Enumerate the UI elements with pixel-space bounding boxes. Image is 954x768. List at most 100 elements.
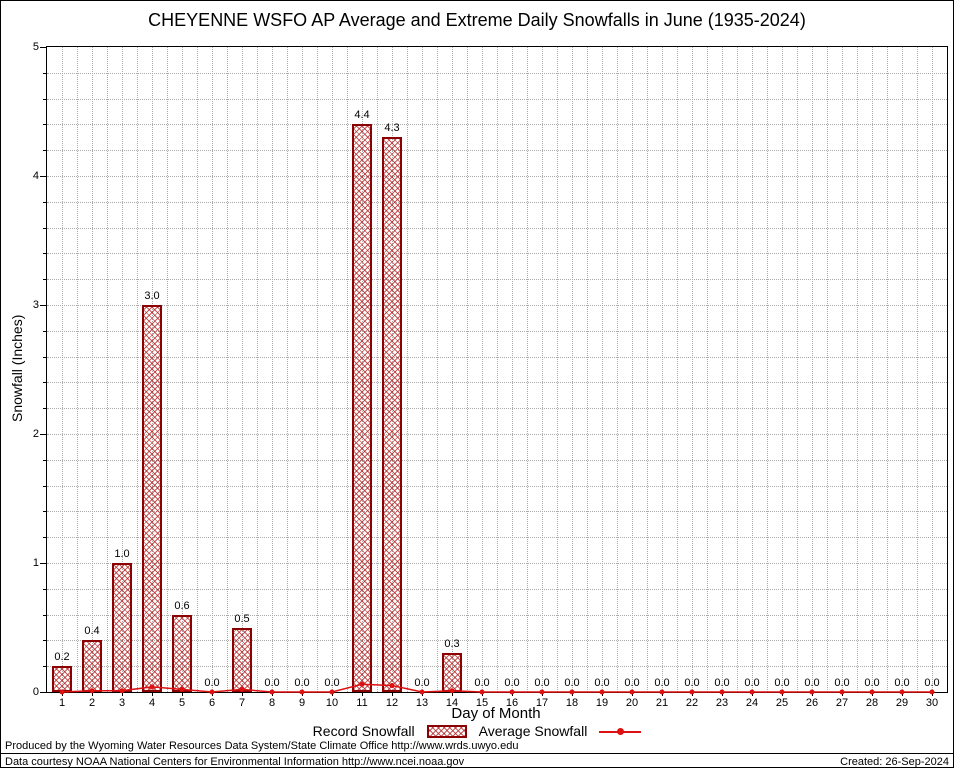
y-minor-tick xyxy=(43,640,47,642)
v-gridline xyxy=(497,47,498,692)
v-gridline xyxy=(122,47,123,692)
average-snowfall-marker xyxy=(479,689,485,695)
average-snowfall-marker xyxy=(509,689,515,695)
x-tick xyxy=(152,692,153,696)
average-snowfall-marker xyxy=(689,689,695,695)
average-snowfall-marker xyxy=(419,689,425,695)
legend-record-label: Record Snowfall xyxy=(312,723,415,739)
x-tick xyxy=(122,692,123,696)
y-major-tick xyxy=(40,305,47,306)
bar-value-label: 0.0 xyxy=(564,677,580,689)
v-gridline xyxy=(287,47,288,692)
x-tick xyxy=(452,692,453,696)
v-gridline xyxy=(737,47,738,692)
v-gridline xyxy=(812,47,813,692)
x-tick-label: 1 xyxy=(58,697,66,709)
average-snowfall-marker xyxy=(869,689,875,695)
footer-created: Created: 26-Sep-2024 xyxy=(840,756,949,768)
bar-value-label: 0.6 xyxy=(174,599,190,612)
average-snowfall-marker xyxy=(779,689,785,695)
y-major-tick xyxy=(40,176,47,177)
bar-value-label: 0.0 xyxy=(654,677,670,689)
x-tick xyxy=(92,692,93,696)
v-gridline xyxy=(782,47,783,692)
bar-value-label: 0.0 xyxy=(264,677,280,689)
bar-value-label: 0.0 xyxy=(414,677,430,689)
y-tick-label: 0 xyxy=(32,686,39,698)
y-minor-tick xyxy=(43,201,47,203)
v-gridline xyxy=(587,47,588,692)
v-gridline xyxy=(92,47,93,692)
average-snowfall-marker xyxy=(839,689,845,695)
v-gridline xyxy=(632,47,633,692)
x-tick-label: 7 xyxy=(238,697,246,709)
average-snowfall-marker xyxy=(89,688,95,694)
y-minor-tick xyxy=(43,330,47,332)
bar-value-label: 0.0 xyxy=(714,677,730,689)
average-snowfall-marker xyxy=(809,689,815,695)
v-gridline xyxy=(482,47,483,692)
bar-value-label: 1.0 xyxy=(114,548,130,560)
v-gridline xyxy=(347,47,348,692)
bar-value-label: 0.0 xyxy=(684,677,700,689)
average-snowfall-marker xyxy=(719,689,725,695)
v-gridline xyxy=(842,47,843,692)
average-snowfall-marker xyxy=(269,689,275,695)
bar-value-label: 0.2 xyxy=(54,651,70,664)
average-snowfall-marker xyxy=(539,689,545,695)
average-snowfall-marker xyxy=(599,689,605,695)
chart-title: CHEYENNE WSFO AP Average and Extreme Dai… xyxy=(148,10,806,30)
average-snowfall-marker xyxy=(59,689,65,695)
v-gridline xyxy=(722,47,723,692)
x-axis-title: Day of Month xyxy=(451,705,541,722)
bar-value-label: 0.0 xyxy=(744,677,760,689)
average-snowfall-marker xyxy=(929,689,935,695)
record-snowfall-bar xyxy=(142,305,162,692)
v-gridline xyxy=(917,47,918,692)
x-tick-label: 27 xyxy=(835,697,849,709)
v-gridline xyxy=(647,47,648,692)
x-tick-label: 5 xyxy=(178,697,186,709)
x-tick-label: 29 xyxy=(895,697,909,709)
y-major-tick xyxy=(40,563,47,564)
average-snowfall-marker xyxy=(179,686,185,692)
bar-value-label: 0.0 xyxy=(864,677,880,689)
legend-average-label: Average Snowfall xyxy=(478,723,588,739)
v-gridline xyxy=(932,47,933,692)
x-tick-label: 11 xyxy=(356,697,368,709)
average-snowfall-marker xyxy=(449,688,455,694)
record-snowfall-swatch xyxy=(426,724,467,738)
average-snowfall-marker xyxy=(149,684,155,690)
x-tick-label: 13 xyxy=(415,697,429,709)
bar-value-label: 0.0 xyxy=(324,677,340,689)
x-tick-label: 21 xyxy=(655,697,669,709)
bar-value-label: 0.0 xyxy=(204,677,220,689)
x-tick-label: 17 xyxy=(535,697,549,709)
legend-line-marker xyxy=(617,727,625,735)
x-tick-label: 16 xyxy=(505,697,519,709)
bar-value-label: 0.3 xyxy=(444,638,460,651)
y-minor-tick xyxy=(43,150,47,152)
v-gridline xyxy=(467,47,468,692)
v-gridline xyxy=(302,47,303,692)
v-gridline xyxy=(107,47,108,692)
footer-divider xyxy=(1,753,953,754)
plot-area: 0 1 2 3 4 5 1 2 3 4 5 6 7 8 9 10 11 12 13 14 15 16 17 18 19 20 21 2… xyxy=(33,41,948,709)
x-tick xyxy=(392,692,393,696)
x-tick xyxy=(362,692,363,696)
y-minor-tick xyxy=(43,279,47,281)
v-gridline xyxy=(377,47,378,692)
y-minor-tick xyxy=(43,253,47,255)
y-tick-label: 1 xyxy=(32,557,39,569)
x-tick xyxy=(182,692,183,696)
bar-value-label: 0.0 xyxy=(624,677,640,689)
v-gridline xyxy=(662,47,663,692)
bar-value-label: 4.3 xyxy=(384,122,400,135)
y-minor-tick xyxy=(43,485,47,487)
bar-value-label: 4.4 xyxy=(354,109,370,122)
y-minor-tick xyxy=(43,98,47,100)
bar-value-label: 0.5 xyxy=(234,612,250,625)
x-tick-label: 24 xyxy=(745,697,759,709)
average-snowfall-marker xyxy=(209,689,215,695)
v-gridline xyxy=(167,47,168,692)
